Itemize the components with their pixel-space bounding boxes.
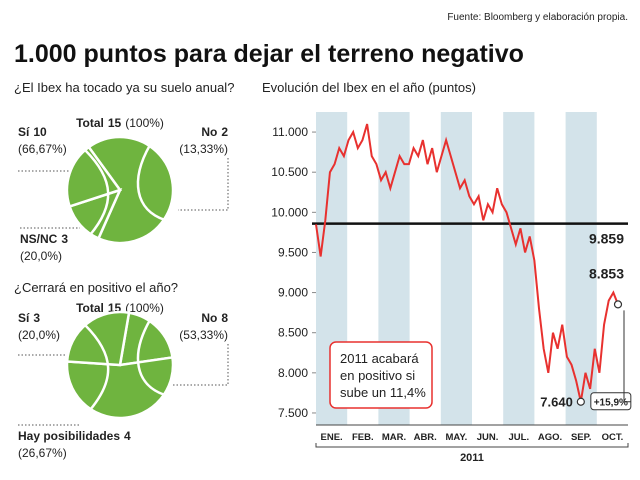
- note-line: en positivo si: [340, 368, 415, 383]
- ball-seam: [136, 144, 166, 222]
- y-tick-label: 10.500: [271, 165, 308, 179]
- slice-label-part: No: [201, 125, 217, 139]
- slice-label-part: NS/NC: [20, 232, 58, 246]
- y-tick-label: 9.000: [278, 286, 308, 300]
- x-tick-label: JUN.: [477, 432, 499, 443]
- slice-label: Sí 3: [18, 311, 40, 325]
- slice-percent: (20,0%): [18, 328, 60, 342]
- y-tick-label: 7.500: [278, 406, 308, 420]
- x-tick-label: MAR.: [382, 432, 406, 443]
- x-axis-label: 2011: [460, 452, 484, 464]
- x-tick-label: ABR.: [414, 432, 437, 443]
- page-title: 1.000 puntos para dejar el terreno negat…: [14, 40, 524, 68]
- annotation-label: 7.640: [540, 395, 573, 410]
- y-tick-label: 9.500: [278, 245, 308, 259]
- slice-label-part: Hay posibilidades: [18, 429, 120, 443]
- pie-total-part: (100%): [125, 116, 164, 130]
- slice-label-part: Sí: [18, 311, 30, 325]
- pie-slice: [65, 145, 123, 208]
- ball-seam: [136, 319, 166, 397]
- leader-line: [178, 158, 229, 211]
- line-title: Evolución del Ibex en el año (puntos): [262, 80, 476, 95]
- slice-label-part: 2: [221, 125, 228, 139]
- slice-label-part: 3: [61, 232, 68, 246]
- x-tick-label: MAY.: [445, 432, 467, 443]
- slice-label-part: 8: [221, 311, 228, 325]
- x-tick-label: OCT.: [602, 432, 624, 443]
- slice-label-part: 4: [124, 429, 131, 443]
- y-tick-label: 11.000: [272, 125, 308, 139]
- change-label: +15,9%: [594, 398, 628, 409]
- year-bracket: [315, 443, 629, 448]
- annotation-point: [613, 300, 623, 309]
- slice-label-part: Sí: [18, 125, 30, 139]
- x-tick-label: JUL.: [509, 432, 530, 443]
- slice-label: No 8: [201, 311, 228, 325]
- slice-label-part: 10: [33, 125, 47, 139]
- slice-percent: (13,33%): [179, 142, 228, 156]
- change-leader: [623, 310, 631, 403]
- ball-seam: [84, 324, 110, 411]
- pie-slice: [65, 356, 175, 420]
- slice-label: NS/NC 3: [20, 232, 68, 246]
- line-series: [315, 123, 619, 402]
- x-tick-label: AGO.: [538, 432, 562, 443]
- pie-total-part: 15: [108, 116, 122, 130]
- y-tick-label: 10.000: [271, 205, 308, 219]
- slice-percent: (66,67%): [18, 142, 67, 156]
- pie-slice: [87, 135, 175, 245]
- y-tick-label: 8.000: [278, 366, 308, 380]
- slice-label-part: 3: [33, 311, 40, 325]
- reference-label: 9.859: [589, 231, 624, 247]
- x-tick-label: ENE.: [321, 432, 343, 443]
- pie-title: ¿El Ibex ha tocado ya su suelo anual?: [14, 80, 234, 95]
- pie-total-part: (100%): [125, 301, 164, 315]
- annotation-label: 8.853: [589, 265, 624, 281]
- slice-label: No 2: [201, 125, 228, 139]
- x-tick-label: FEB.: [352, 432, 374, 443]
- note-box: [329, 341, 433, 409]
- note-line: 2011 acabará: [340, 351, 419, 366]
- ball-seam: [84, 149, 110, 236]
- y-tick-label: 8.500: [278, 326, 308, 340]
- slice-label-part: No: [201, 311, 217, 325]
- slice-percent: (20,0%): [20, 249, 62, 263]
- month-band: [503, 112, 535, 425]
- leader-line: [172, 344, 229, 386]
- month-band: [440, 112, 472, 425]
- note-line: sube un 11,4%: [340, 385, 426, 400]
- slice-label: Hay posibilidades 4: [18, 429, 131, 443]
- pie-slice: [118, 311, 174, 367]
- slice-label: Sí 10: [18, 125, 47, 139]
- pie-total-part: Total: [76, 116, 104, 130]
- x-tick-label: SEP.: [571, 432, 591, 443]
- slice-percent: (53,33%): [179, 328, 228, 342]
- slice-percent: (26,67%): [18, 446, 67, 460]
- annotation-point: [576, 397, 585, 406]
- pie-title: ¿Cerrará en positivo el año?: [14, 280, 178, 295]
- pie-total-part: Total: [76, 301, 104, 315]
- pie-total: Total 15 (100%): [76, 116, 164, 130]
- source: Fuente: Bloomberg y elaboración propia.: [447, 12, 628, 23]
